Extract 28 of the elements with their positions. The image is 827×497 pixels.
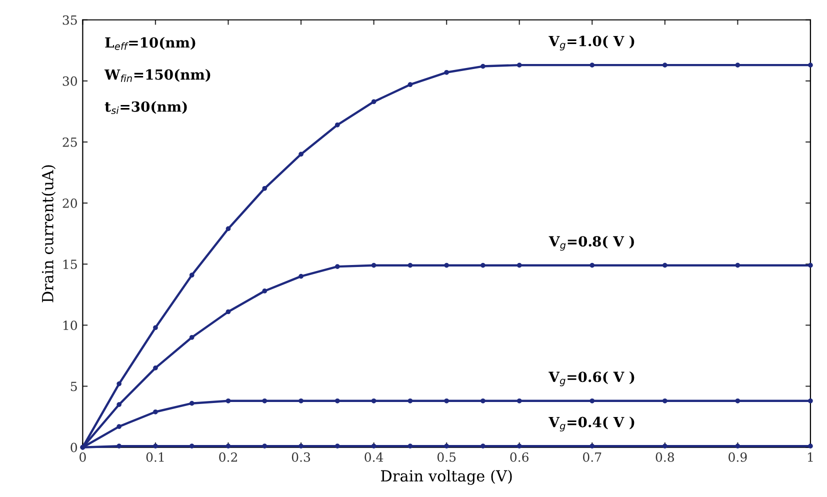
- x-tick-label: 0.2: [219, 452, 237, 462]
- x-axis-title: Drain voltage (V): [381, 470, 512, 485]
- x-tick-label: 0.9: [728, 452, 747, 462]
- x-tick-label: 0: [80, 452, 86, 462]
- y-tick-label: 0: [70, 442, 78, 452]
- series-label: V$_{g}$=0.6( V ): [548, 371, 634, 386]
- series-label: V$_{g}$=1.0( V ): [548, 36, 634, 50]
- y-tick-label: 30: [62, 76, 78, 86]
- x-tick-label: 0.3: [292, 452, 310, 462]
- series-label: V$_{g}$=0.8( V ): [548, 236, 634, 251]
- y-tick-label: 20: [62, 198, 78, 208]
- x-tick-label: 0.1: [146, 452, 164, 462]
- x-tick-label: 0.5: [437, 452, 456, 462]
- y-tick-label: 5: [70, 382, 77, 392]
- annotation: t$_{si}$=30(nm): [104, 101, 187, 114]
- y-tick-label: 10: [63, 320, 78, 330]
- y-tick-label: 25: [62, 137, 77, 147]
- annotation: W$_{fin}$=150(nm): [104, 69, 210, 82]
- y-tick-label: 35: [62, 15, 77, 25]
- annotation: L$_{eff}$=10(nm): [105, 36, 196, 50]
- y-tick-label: 15: [63, 260, 77, 270]
- x-tick-label: 0.8: [656, 452, 674, 462]
- x-tick-label: 0.6: [510, 452, 529, 462]
- x-tick-label: 1: [808, 452, 813, 462]
- y-axis-title: Drain current(uA): [42, 165, 56, 302]
- x-tick-label: 0.7: [583, 452, 602, 462]
- x-tick-label: 0.4: [364, 452, 384, 462]
- series-label: V$_{g}$=0.4( V ): [548, 416, 634, 432]
